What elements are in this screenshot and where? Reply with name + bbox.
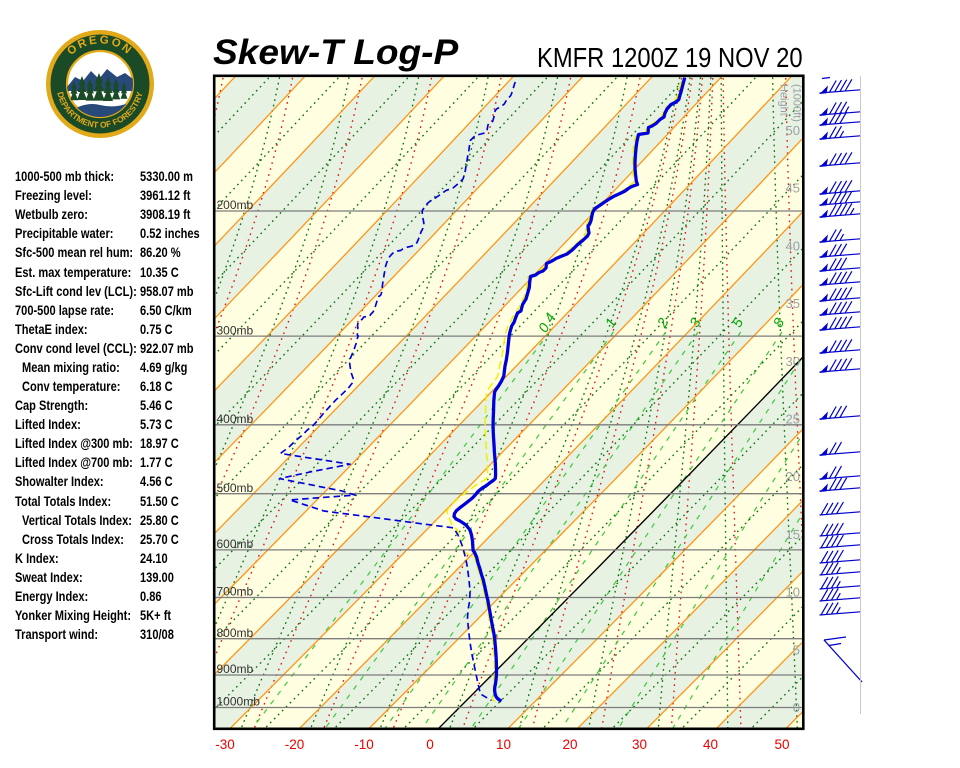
svg-text:30: 30 (786, 354, 800, 369)
svg-text:50: 50 (786, 123, 800, 138)
svg-text:40: 40 (786, 238, 800, 253)
svg-text:1000mb: 1000mb (217, 695, 261, 709)
svg-text:45: 45 (786, 181, 800, 196)
svg-text:50: 50 (774, 737, 789, 752)
svg-text:20: 20 (562, 737, 577, 752)
svg-text:5: 5 (793, 642, 800, 657)
svg-text:40: 40 (703, 737, 718, 752)
svg-text:600mb: 600mb (217, 537, 254, 551)
svg-text:800mb: 800mb (217, 626, 254, 640)
svg-text:-20: -20 (285, 737, 305, 752)
svg-text:-10: -10 (354, 737, 374, 752)
svg-text:400mb: 400mb (217, 412, 254, 426)
svg-text:500mb: 500mb (217, 481, 254, 495)
svg-text:700mb: 700mb (217, 585, 254, 599)
svg-text:25: 25 (786, 412, 800, 427)
svg-text:10: 10 (496, 737, 511, 752)
svg-text:0: 0 (426, 737, 434, 752)
svg-text:-30: -30 (215, 737, 235, 752)
svg-text:0: 0 (793, 700, 800, 715)
svg-text:15: 15 (786, 527, 800, 542)
svg-text:300mb: 300mb (217, 323, 254, 337)
svg-text:20: 20 (786, 469, 800, 484)
svg-text:900mb: 900mb (217, 662, 254, 676)
svg-text:Height: Height (778, 84, 790, 116)
svg-text:(1000ft): (1000ft) (791, 84, 803, 122)
svg-text:200mb: 200mb (217, 198, 254, 212)
svg-text:30: 30 (632, 737, 647, 752)
svg-text:35: 35 (786, 296, 800, 311)
svg-text:10: 10 (786, 585, 800, 600)
